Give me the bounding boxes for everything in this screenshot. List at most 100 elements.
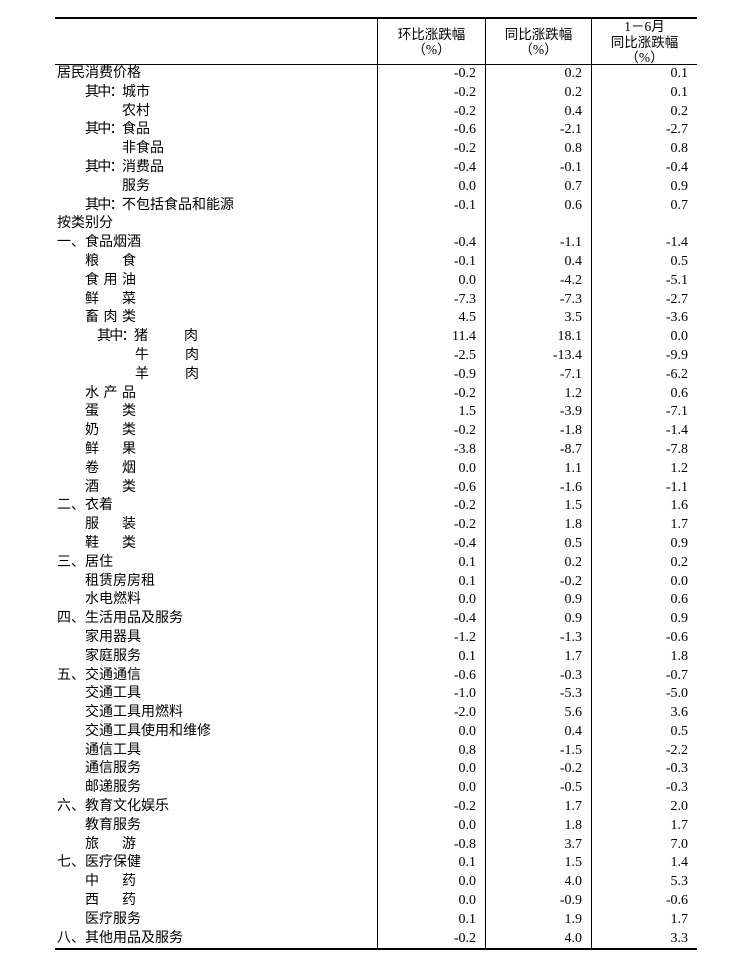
header-ytd-line3: （%） <box>625 50 664 65</box>
table-row: 粮食 -0.1 0.4 0.5 <box>55 252 697 272</box>
cell-ytd: 0.2 <box>670 103 689 119</box>
cell-ytd <box>592 215 697 234</box>
table-row: 鲜菜 -7.3 -7.3 -2.7 <box>55 290 697 310</box>
table-row: 服务 0.0 0.7 0.9 <box>55 177 697 197</box>
row-label-text: 羊肉 <box>135 366 199 382</box>
cell-mom: 1.5 <box>378 403 486 423</box>
cell-ytd: -0.3 <box>665 780 688 796</box>
cell-ytd: 0.0 <box>670 573 689 589</box>
table-row: 水产品 -0.2 1.2 0.6 <box>55 384 697 404</box>
cell-mom: 0.1 <box>378 572 486 592</box>
row-label: 八、其他用品及服务 <box>55 929 378 949</box>
table-row: 蛋类 1.5 -3.9 -7.1 <box>55 403 697 423</box>
cell-ytd: 5.3 <box>670 874 689 890</box>
table-row: 牛肉 -2.5 -13.4 -9.9 <box>55 346 697 366</box>
table-row: 服装 -0.2 1.8 1.7 <box>55 516 697 535</box>
row-label-text: 居民消费价格 <box>57 66 141 81</box>
row-label-prefix: 其中： <box>97 329 136 345</box>
table-row: 西药 0.0 -0.9 -0.6 <box>55 892 697 911</box>
row-label-text: 通信服务 <box>85 761 141 777</box>
cell-mom: -1.2 <box>378 628 486 648</box>
cell-mom: -7.3 <box>378 290 486 310</box>
row-label-text: 奶类 <box>85 423 136 439</box>
table-row: 奶类 -0.2 -1.8 -1.4 <box>55 422 697 441</box>
table-row: 酒类 -0.6 -1.6 -1.1 <box>55 478 697 498</box>
cell-yoy: -2.1 <box>486 121 592 141</box>
cell-ytd: 0.8 <box>670 141 689 157</box>
cell-mom: 0.0 <box>378 591 486 611</box>
cell-mom: 11.4 <box>378 328 486 347</box>
row-label-text: 食用油 <box>85 272 136 288</box>
row-label-text: 非食品 <box>122 141 164 157</box>
row-label-text: 中药 <box>85 874 136 890</box>
row-label: 家庭服务 <box>55 647 378 667</box>
cell-yoy: -4.2 <box>486 271 592 291</box>
row-label: 四、生活用品及服务 <box>55 610 378 629</box>
table-row: 邮递服务 0.0 -0.5 -0.3 <box>55 779 697 799</box>
row-label: 邮递服务 <box>55 779 378 799</box>
cell-ytd: 1.7 <box>670 817 689 833</box>
cell-mom: 0.0 <box>378 892 486 911</box>
row-label-text: 鞋类 <box>85 535 136 551</box>
cell-yoy: -8.7 <box>486 440 592 460</box>
cell-yoy: -0.1 <box>486 158 592 178</box>
row-label-text: 家用器具 <box>85 629 141 645</box>
row-label-text: 按类别分 <box>57 216 113 232</box>
row-label-text: 教育服务 <box>85 817 141 833</box>
cell-yoy: 3.7 <box>486 835 592 855</box>
row-label: 其中：猪肉 <box>55 328 378 347</box>
table-row: 一、食品烟酒 -0.4 -1.1 -1.4 <box>55 234 697 253</box>
cell-yoy: 5.6 <box>486 704 592 723</box>
row-label-text: 酒类 <box>85 479 136 495</box>
cell-mom: -0.1 <box>378 196 486 216</box>
table-row: 通信工具 0.8 -1.5 -2.2 <box>55 741 697 761</box>
cell-ytd: -2.7 <box>665 122 688 138</box>
row-label-text: 粮食 <box>85 253 136 269</box>
row-label-text: 卷烟 <box>85 460 136 476</box>
row-label: 食用油 <box>55 271 378 291</box>
cell-mom <box>378 215 486 235</box>
cell-ytd: 0.5 <box>670 723 689 739</box>
row-label: 西药 <box>55 892 378 911</box>
row-label: 通信服务 <box>55 760 378 780</box>
cell-ytd: -0.7 <box>665 667 688 683</box>
cell-yoy: -1.8 <box>486 422 592 441</box>
cpi-table: 环比涨跌幅 （%） 同比涨跌幅 （%） 1－6月 同比涨跌幅 （%） 居民消费价… <box>55 17 697 951</box>
row-label: 牛肉 <box>55 346 378 366</box>
header-yoy: 同比涨跌幅 （%） <box>486 19 592 66</box>
row-label-prefix: 其中： <box>85 84 124 100</box>
row-label-text: 五、交通通信 <box>57 667 141 683</box>
cell-yoy: 0.4 <box>486 252 592 272</box>
row-label-text: 六、教育文化娱乐 <box>57 799 169 815</box>
cell-mom: 0.1 <box>378 854 486 874</box>
cell-mom: 4.5 <box>378 309 486 329</box>
cell-ytd: 0.9 <box>670 535 689 551</box>
row-label: 交通工具 <box>55 685 378 705</box>
row-label-text: 服务 <box>122 178 150 194</box>
header-mom: 环比涨跌幅 （%） <box>378 19 486 66</box>
cell-ytd: -2.7 <box>665 291 688 307</box>
cell-mom: -2.0 <box>378 704 486 723</box>
header-ytd-jan-jun: 1－6月 同比涨跌幅 （%） <box>592 19 697 66</box>
table-row: 三、居住 0.1 0.2 0.2 <box>55 553 697 573</box>
table-row: 家庭服务 0.1 1.7 1.8 <box>55 647 697 667</box>
cell-yoy: 0.2 <box>486 83 592 103</box>
table-row: 农村 -0.2 0.4 0.2 <box>55 102 697 122</box>
row-label: 旅游 <box>55 835 378 855</box>
cell-ytd: 1.7 <box>670 517 689 533</box>
cell-yoy: 0.4 <box>486 722 592 742</box>
table-row: 八、其他用品及服务 -0.2 4.0 3.3 <box>55 929 697 949</box>
row-label: 卷烟 <box>55 459 378 479</box>
cell-mom: -0.6 <box>378 478 486 498</box>
cell-ytd: 3.6 <box>670 705 689 721</box>
cell-mom: -0.6 <box>378 666 486 686</box>
cell-ytd: -5.1 <box>665 272 688 288</box>
row-label-prefix: 其中： <box>85 122 124 138</box>
table-row: 居民消费价格 -0.2 0.2 0.1 <box>55 65 697 84</box>
cell-mom: 0.1 <box>378 647 486 667</box>
cell-mom: 0.0 <box>378 271 486 291</box>
cell-yoy: 1.2 <box>486 384 592 404</box>
row-label-text: 交通工具用燃料 <box>85 705 183 721</box>
row-label: 居民消费价格 <box>55 65 378 84</box>
row-label: 一、食品烟酒 <box>55 234 378 253</box>
